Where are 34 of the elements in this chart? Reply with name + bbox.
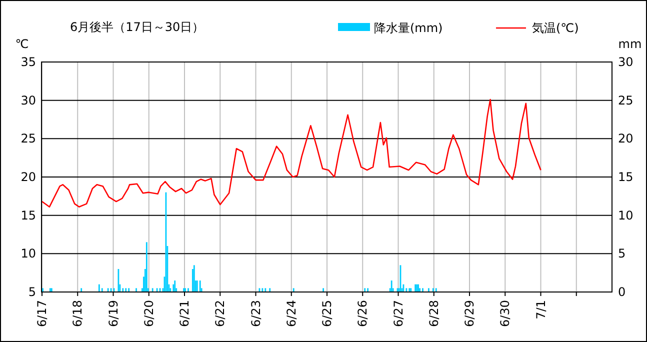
- y2-tick-label: 10: [618, 208, 634, 222]
- y2-tick-label: 20: [618, 132, 634, 146]
- y-tick-label: 25: [20, 132, 36, 146]
- x-tick-label: 6/27: [391, 300, 406, 327]
- x-tick-label: 6/20: [142, 300, 156, 327]
- x-tick-label: 7/1: [534, 300, 548, 320]
- x-tick-label: 6/28: [426, 300, 441, 327]
- x-tick-label: 6/23: [248, 300, 263, 327]
- x-tick-label: 6/25: [320, 300, 334, 327]
- y-tick-label: 35: [20, 55, 36, 69]
- y-axis-title: ℃: [15, 37, 29, 51]
- chart-title: 6月後半（17日～30日）: [70, 20, 204, 34]
- y-tick-label: 30: [20, 93, 36, 108]
- legend-label: 降水量(mm): [374, 21, 443, 35]
- x-tick-label: 6/19: [106, 300, 120, 327]
- x-tick-label: 6/17: [35, 300, 49, 327]
- y2-tick-label: 30: [618, 55, 634, 69]
- y-tick-label: 15: [20, 208, 36, 222]
- y2-tick-label: 15: [618, 170, 634, 184]
- x-tick-label: 6/29: [462, 300, 476, 327]
- x-tick-label: 6/18: [70, 300, 85, 327]
- x-tick-label: 6/21: [178, 300, 192, 327]
- y2-tick-label: 25: [618, 93, 634, 108]
- y-tick-label: 10: [20, 246, 36, 261]
- x-tick-label: 6/26: [356, 300, 370, 327]
- x-tick-label: 6/24: [284, 300, 298, 327]
- y-tick-label: 20: [20, 170, 36, 184]
- y-tick-label: 5: [28, 285, 36, 299]
- x-tick-label: 6/30: [498, 300, 512, 327]
- y2-tick-label: 0: [618, 285, 626, 299]
- y2-tick-label: 5: [618, 246, 626, 261]
- x-tick-label: 6/22: [213, 300, 228, 327]
- y2-axis-title: mm: [618, 37, 642, 51]
- legend-label: 気温(℃): [532, 21, 579, 35]
